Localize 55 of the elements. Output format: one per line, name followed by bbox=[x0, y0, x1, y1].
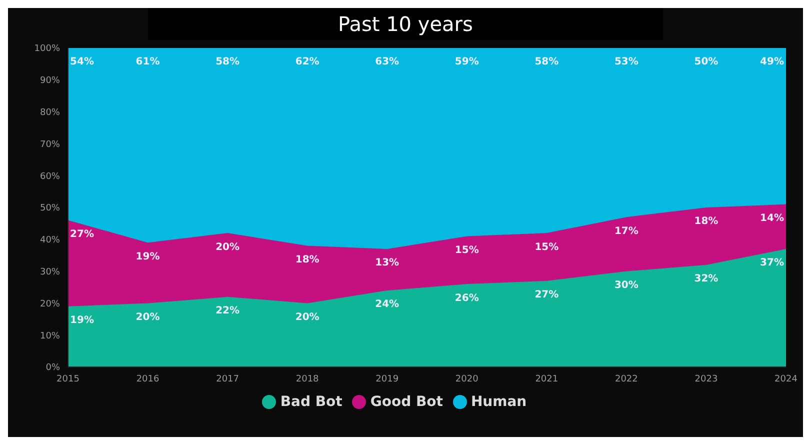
data-label: 14% bbox=[760, 213, 784, 224]
data-label: 20% bbox=[136, 312, 160, 323]
x-tick-label: 2022 bbox=[614, 374, 638, 384]
data-label: 13% bbox=[375, 258, 400, 269]
data-label: 59% bbox=[454, 56, 479, 68]
data-label: 24% bbox=[375, 299, 400, 310]
data-label: 61% bbox=[136, 56, 160, 68]
x-tick-label: 2023 bbox=[694, 374, 718, 384]
data-label: 27% bbox=[534, 290, 559, 301]
data-label: 37% bbox=[760, 258, 784, 269]
data-label: 58% bbox=[534, 56, 559, 68]
data-label: 17% bbox=[614, 226, 638, 237]
data-label: 62% bbox=[295, 56, 320, 68]
data-label: 22% bbox=[216, 306, 240, 317]
y-tick-label: 70% bbox=[40, 140, 60, 150]
data-label: 54% bbox=[70, 56, 94, 68]
y-tick-label: 0% bbox=[46, 363, 60, 374]
x-tick-label: 2017 bbox=[216, 374, 240, 384]
y-tick-label: 40% bbox=[40, 236, 60, 246]
data-label: 15% bbox=[534, 242, 559, 253]
y-tick-label: 60% bbox=[40, 172, 60, 182]
y-tick-label: 30% bbox=[40, 267, 60, 278]
y-tick-label: 50% bbox=[40, 204, 60, 214]
x-tick-label: 2016 bbox=[136, 374, 160, 384]
data-label: 15% bbox=[454, 244, 479, 256]
data-label: 58% bbox=[216, 56, 240, 68]
x-tick-label: 2024 bbox=[774, 374, 798, 384]
x-tick-label: 2019 bbox=[376, 374, 399, 384]
chart-title: Past 10 years bbox=[148, 8, 663, 40]
data-label: 49% bbox=[760, 56, 784, 68]
y-tick-label: 100% bbox=[34, 44, 60, 54]
x-tick-label: 2021 bbox=[535, 374, 558, 384]
x-tick-label: 2015 bbox=[56, 374, 80, 384]
y-tick-label: 20% bbox=[40, 299, 60, 310]
data-label: 27% bbox=[70, 228, 94, 240]
legend-label: Human bbox=[470, 394, 527, 410]
data-label: 63% bbox=[375, 56, 400, 68]
x-tick-label: 2018 bbox=[296, 374, 320, 384]
data-label: 53% bbox=[614, 56, 638, 68]
data-label: 32% bbox=[694, 274, 718, 285]
data-label: 50% bbox=[694, 56, 718, 68]
data-label: 20% bbox=[216, 242, 240, 253]
legend-label: Bad Bot bbox=[280, 394, 342, 410]
data-label: 18% bbox=[295, 254, 320, 266]
legend-label: Good Bot bbox=[370, 394, 443, 410]
y-tick-label: 10% bbox=[40, 331, 60, 342]
x-tick-label: 2020 bbox=[455, 374, 479, 384]
y-tick-label: 80% bbox=[40, 108, 60, 118]
data-label: 20% bbox=[295, 312, 320, 323]
data-label: 26% bbox=[454, 292, 479, 304]
data-label: 18% bbox=[694, 216, 718, 228]
data-label: 19% bbox=[136, 251, 160, 262]
y-tick-label: 90% bbox=[40, 76, 60, 86]
data-label: 30% bbox=[614, 280, 638, 292]
data-label: 19% bbox=[70, 315, 94, 326]
